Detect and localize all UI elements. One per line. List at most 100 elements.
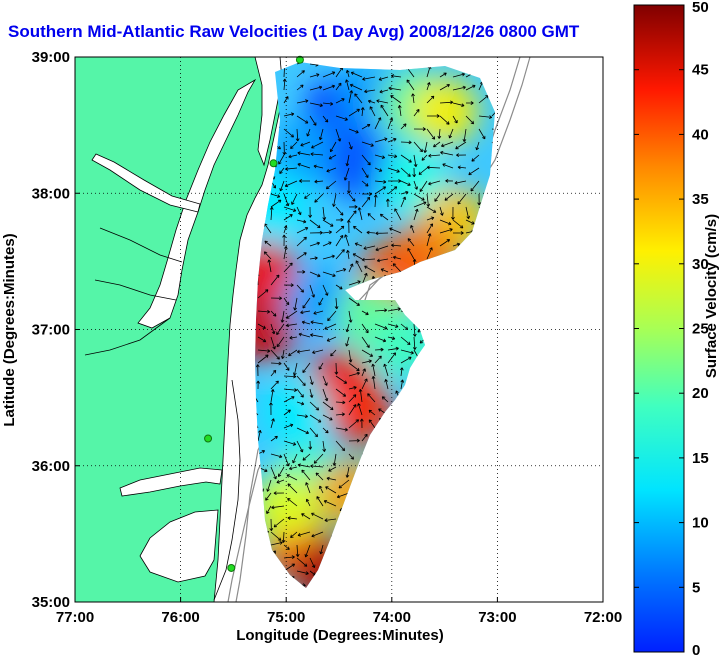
x-tick-label: 77:00 [56,609,94,626]
current-vector-arrow [292,362,298,376]
current-vector-arrow [276,479,285,484]
current-vector-arrow [348,394,357,403]
current-vector-arrow [345,336,350,347]
current-vector-arrow [278,154,285,165]
current-vector-arrow [348,453,354,460]
current-vector-arrow [296,427,310,435]
current-vector-arrow [371,375,376,390]
current-vector-arrow [375,231,389,236]
x-ticks: 77:00 76:00 75:00 74:00 73:00 72:00 [56,597,622,626]
current-vector-arrow [348,371,360,377]
current-vector-arrow [334,297,339,310]
current-vector-arrow [270,310,277,317]
velocity-cell [410,77,479,146]
current-vector-arrow [491,108,495,117]
current-vector-arrow [348,128,359,134]
current-vector-arrow [311,512,324,520]
current-vector-arrow [392,255,402,260]
velocity-cell [378,145,447,214]
current-vector-arrow [457,193,467,205]
current-vector-arrow [283,128,294,138]
current-vector-arrow [281,349,285,359]
current-vector-arrow [390,74,402,78]
radar-station-marker [204,434,213,443]
current-vector-arrow [302,453,311,461]
current-vector-arrow [361,368,366,377]
current-vector-arrow [296,557,308,567]
current-vector-arrow [439,206,444,216]
current-vector-arrow [452,242,461,247]
current-vector-arrow [271,505,285,510]
current-vector-arrow [318,128,324,141]
current-vector-arrow [322,115,329,123]
current-vector-arrow [412,323,417,337]
current-vector-arrow [376,258,389,263]
current-vector-arrow [309,271,321,278]
current-vector-arrow [290,531,298,538]
current-vector-arrow [426,216,435,221]
current-vector-arrow [427,114,440,118]
current-vector-arrow [311,531,324,538]
current-vector-arrow [296,84,304,91]
current-vector-arrow [380,268,389,273]
current-vector-arrow [282,141,287,156]
colorbar-tick-label: 5 [692,579,700,596]
current-vector-arrow [411,93,415,104]
current-vector-arrow [374,154,386,159]
current-vector-arrow [452,102,465,107]
x-axis-label: Longitude (Degrees:Minutes) [236,627,444,644]
rappahannock-river [99,227,183,263]
current-vector-arrow [439,84,450,91]
current-vector-arrow [326,476,337,481]
current-vector-arrow [273,518,285,528]
current-vector-arrow [269,518,274,532]
current-vector-arrow [304,544,311,558]
current-vector-arrow [300,310,311,315]
current-vector-arrow [354,242,363,247]
current-vector-arrow [362,76,376,81]
current-vector-arrow [264,240,272,247]
current-vector-arrow [361,323,369,334]
radar-station-marker [295,55,304,64]
current-vector-arrow [270,531,282,541]
current-vector-arrow [335,440,346,452]
current-vector-arrow [289,335,298,340]
current-vector-arrow [407,247,415,260]
current-vector-arrow [379,89,389,94]
current-vector-arrow [348,204,358,209]
current-vector-arrow [319,544,324,555]
current-vector-arrow [309,230,323,235]
radar-station-marker [227,563,236,572]
current-vector-arrow [283,246,288,260]
current-vector-arrow [269,206,274,221]
current-vector-arrow [281,531,286,543]
current-vector-arrow [296,252,307,260]
current-vector-arrow [400,349,414,355]
current-vector-arrow [282,234,287,247]
current-vector-arrow [433,141,441,148]
current-vector-arrow [335,375,348,384]
current-vector-arrow [440,141,454,148]
map-title: Southern Mid-Atlantic Raw Velocities (1 … [8,22,580,41]
colorbar-tick-label: 45 [692,62,709,79]
current-vector-arrow [383,363,389,377]
current-vector-arrow [348,385,357,390]
current-vector-arrow [413,180,418,190]
current-vector-arrow [413,154,418,168]
current-vector-arrow [283,453,290,467]
current-vector-arrow [407,238,415,247]
current-vector-arrow [309,427,318,438]
current-vector-arrow [387,117,394,130]
current-vector-arrow [364,89,376,94]
current-vector-arrow [361,310,369,316]
current-vector-arrow [301,320,311,325]
current-vector-arrow [313,310,324,315]
current-vector-arrow [296,206,302,216]
current-vector-arrow [428,153,441,158]
current-vector-arrow [270,380,279,390]
current-vector-arrow [465,84,476,91]
current-vector-arrow [335,128,342,142]
current-vector-arrow [361,154,371,166]
current-vector-arrow [348,404,357,416]
current-vector-arrow [270,453,283,459]
